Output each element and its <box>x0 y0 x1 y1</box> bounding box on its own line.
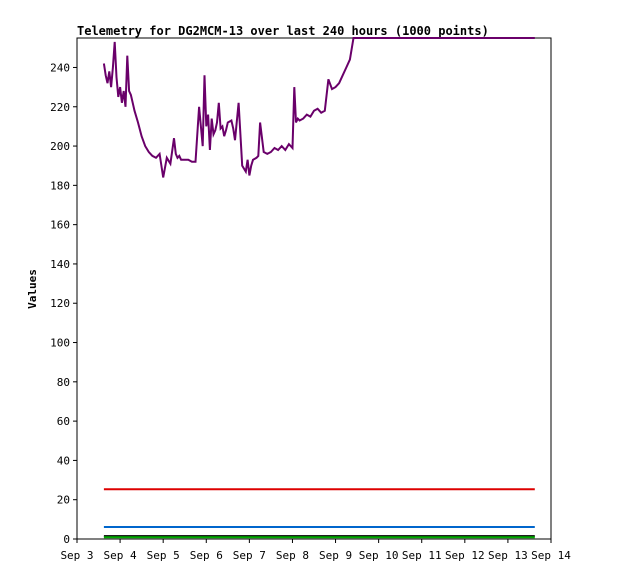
axis-layer: 0 20 40 60 80 100 120 140 160 180 200 220 240 Sep 3 Se… <box>50 61 571 562</box>
y-tick-label: 20 <box>57 494 70 507</box>
y-tick-label: 60 <box>57 415 70 428</box>
y-tick-label: 220 <box>50 101 70 114</box>
y-tick-label: 40 <box>57 454 70 467</box>
x-tick-label: Sep 14 <box>531 549 571 562</box>
y-tick-label: 200 <box>50 140 70 153</box>
x-tick-label: Sep 4 <box>104 549 137 562</box>
plot-area-frame <box>76 37 552 540</box>
x-tick-label: Sep 13 <box>488 549 528 562</box>
y-axis-title: Values <box>26 269 39 309</box>
x-tick-label: Sep 7 <box>233 549 266 562</box>
y-tick-label: 180 <box>50 179 70 192</box>
y-tick-label: 0 <box>63 533 70 546</box>
x-tick-label: Sep 5 <box>147 549 180 562</box>
x-tick-label: Sep 11 <box>402 549 442 562</box>
x-tick-label: Sep 10 <box>359 549 399 562</box>
x-tick-label: Sep 3 <box>60 549 93 562</box>
y-tick-label: 160 <box>50 219 70 232</box>
x-tick-label: Sep 6 <box>190 549 223 562</box>
x-tick-label: Sep 12 <box>445 549 485 562</box>
x-tick-label: Sep 8 <box>276 549 309 562</box>
y-tick-label: 100 <box>50 337 70 350</box>
y-tick-label: 80 <box>57 376 70 389</box>
chart-title: Telemetry for DG2MCM-13 over last 240 ho… <box>77 24 489 38</box>
y-tick-label: 240 <box>50 61 70 74</box>
y-tick-label: 120 <box>50 297 70 310</box>
series-line-1 <box>102 37 535 178</box>
y-tick-label: 140 <box>50 258 70 271</box>
series-layer <box>102 37 535 539</box>
x-tick-label: Sep 9 <box>319 549 352 562</box>
